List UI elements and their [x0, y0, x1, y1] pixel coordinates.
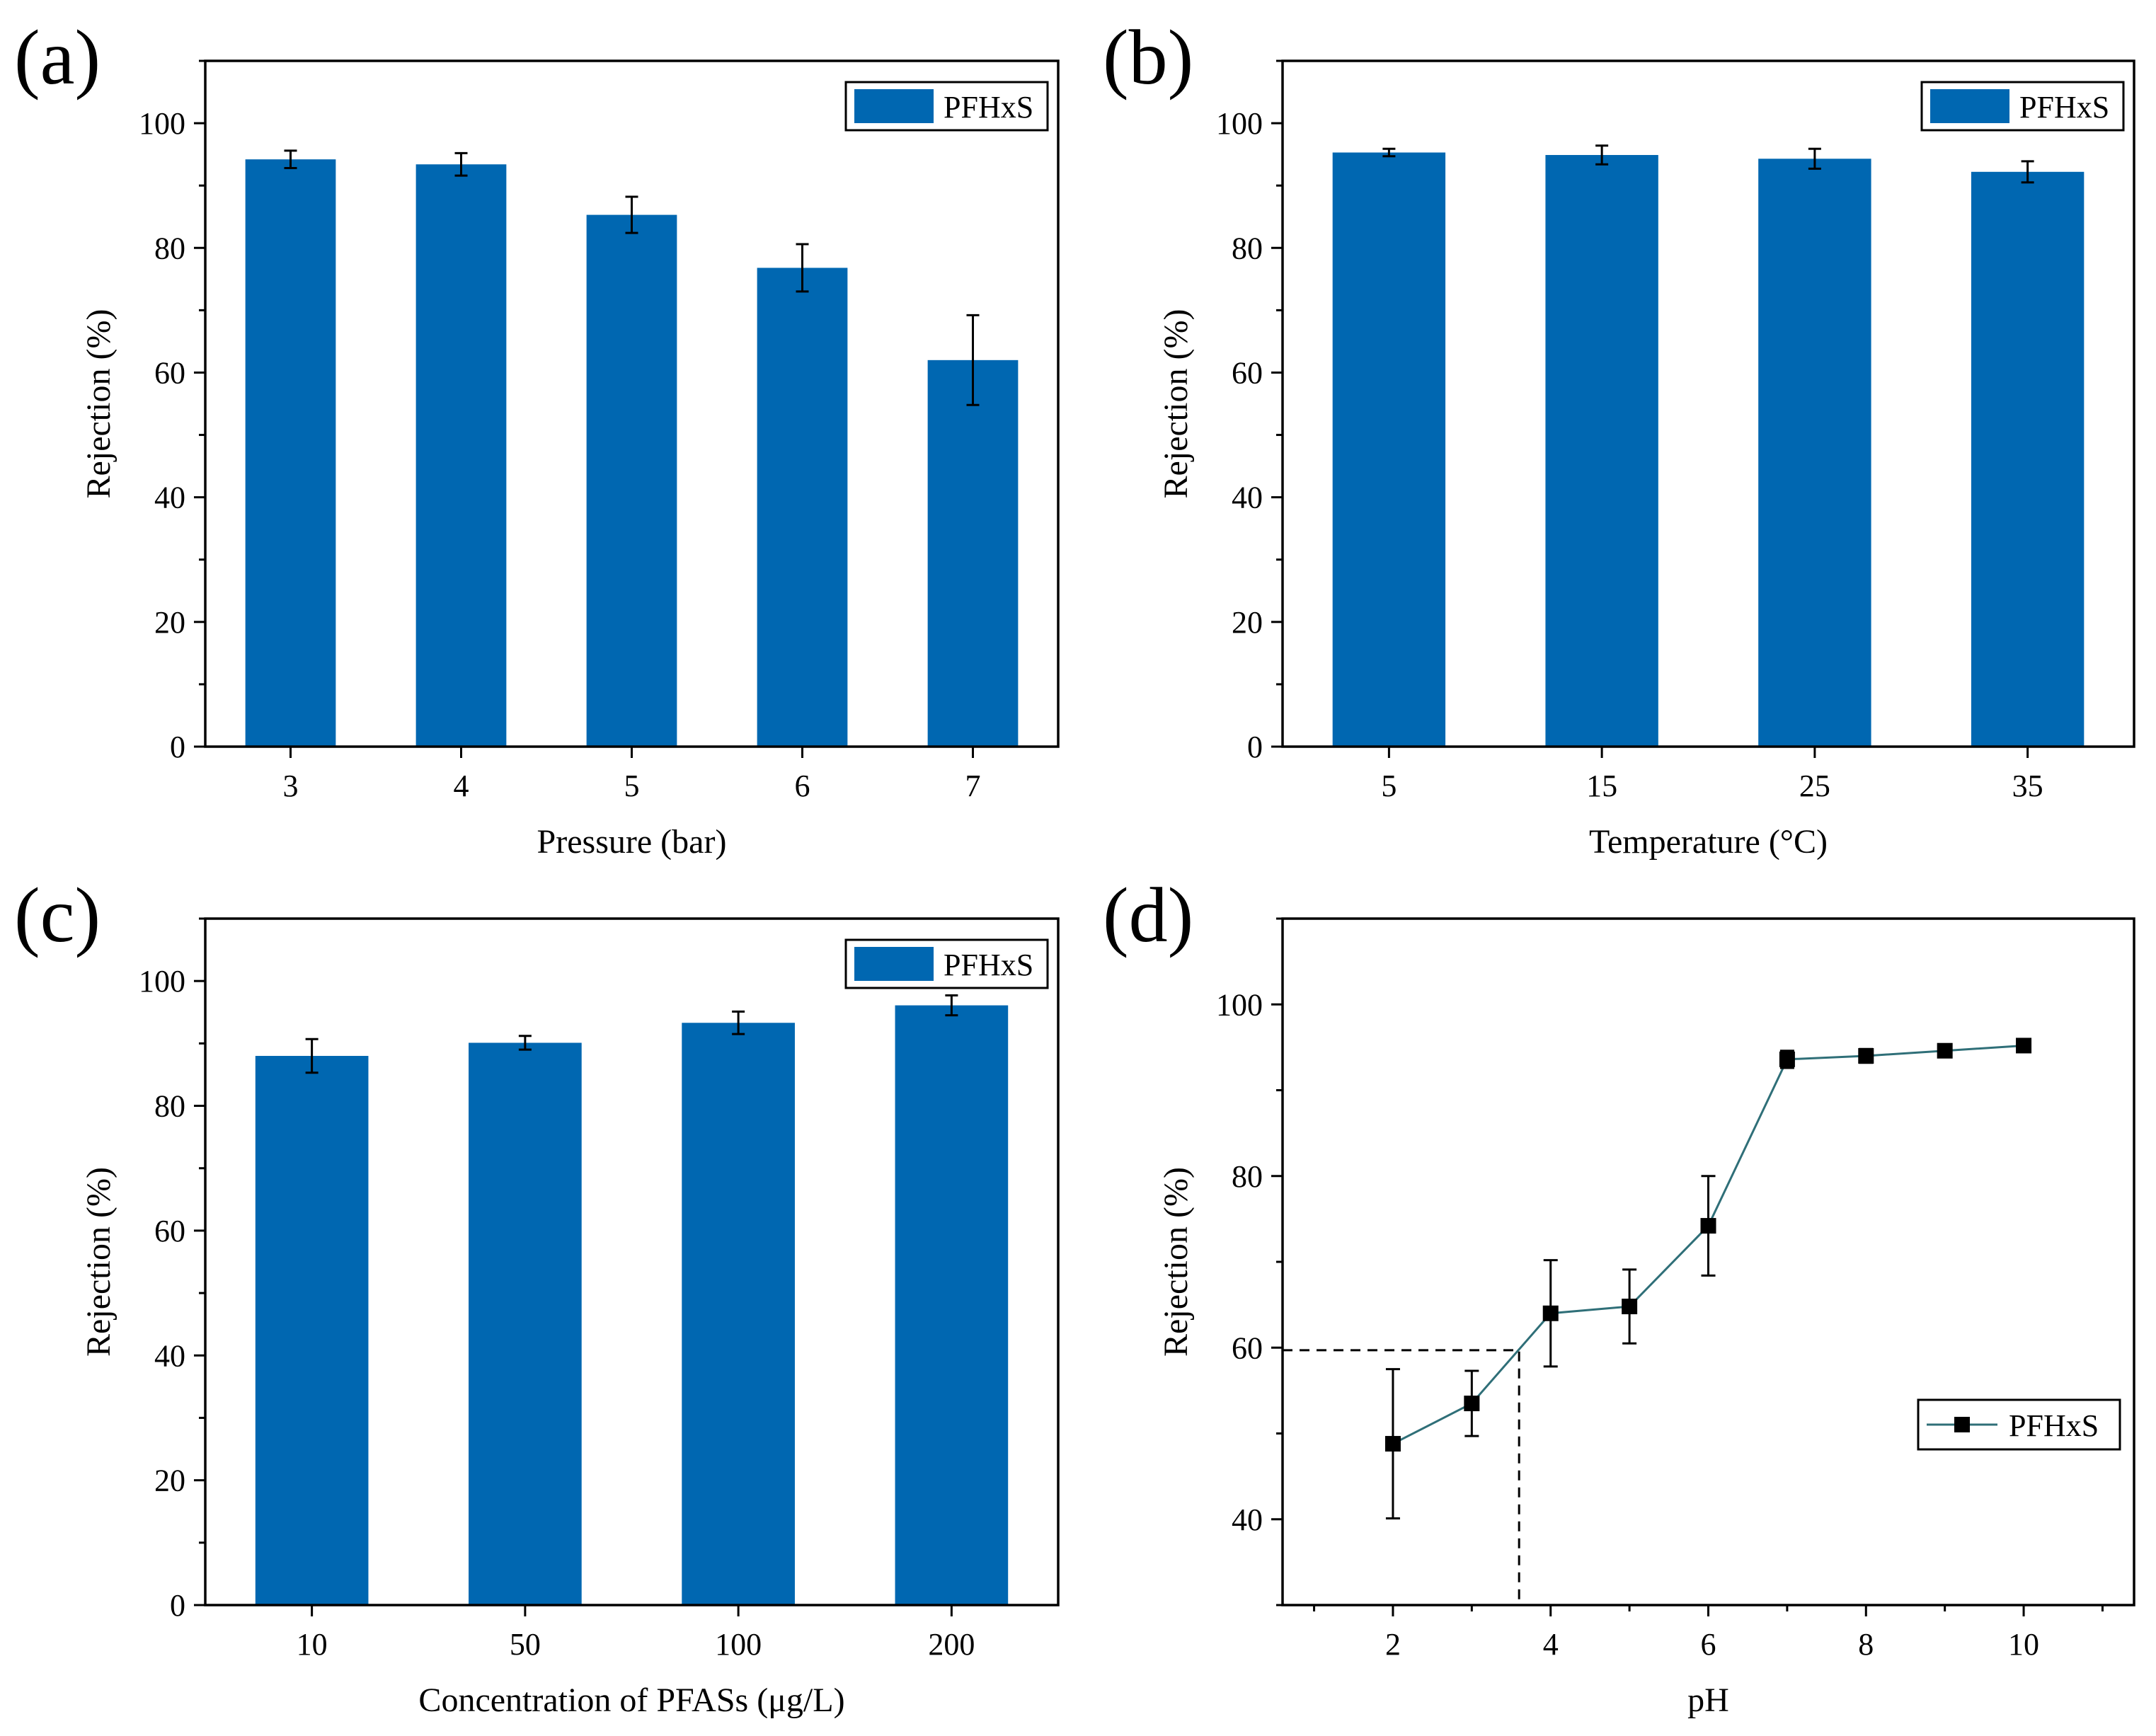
x-tick-label: 2	[1385, 1627, 1401, 1662]
y-tick-label: 60	[154, 1214, 185, 1248]
bar	[1545, 155, 1658, 747]
y-tick-label: 100	[1216, 987, 1263, 1022]
data-point	[1779, 1051, 1795, 1067]
y-tick-label: 80	[154, 231, 185, 265]
y-tick-label: 100	[1216, 106, 1263, 141]
y-axis-label: Rejection (%)	[1157, 309, 1195, 499]
x-tick-label: 200	[928, 1627, 975, 1662]
x-axis-label: pH	[1687, 1682, 1729, 1719]
y-tick-label: 40	[1232, 1502, 1263, 1537]
bar	[586, 214, 677, 747]
bar	[255, 1056, 369, 1605]
y-tick-label: 0	[170, 1588, 185, 1623]
bar	[1971, 171, 2085, 747]
legend: PFHxS	[844, 938, 1049, 989]
axes-frame	[1281, 917, 2135, 1606]
x-tick-label: 8	[1858, 1627, 1874, 1662]
bar	[1758, 159, 1871, 747]
y-tick-label: 60	[154, 355, 185, 390]
x-tick-label: 25	[1799, 769, 1830, 803]
data-point	[1622, 1299, 1638, 1315]
x-axis-label: Concentration of PFASs (μg/L)	[418, 1682, 844, 1719]
panel-label: (c)	[14, 872, 101, 958]
axes-frame	[1281, 59, 2135, 748]
bar	[245, 159, 336, 747]
x-tick-label: 6	[1701, 1627, 1716, 1662]
legend-swatch	[854, 947, 934, 981]
x-tick-label: 35	[2012, 769, 2043, 803]
x-axis-label: Pressure (bar)	[537, 823, 727, 861]
x-tick-label: 100	[715, 1627, 762, 1662]
panel-label: (a)	[14, 14, 101, 100]
legend-label: PFHxS	[2019, 90, 2109, 125]
y-axis-label: Rejection (%)	[80, 309, 117, 499]
y-tick-label: 0	[170, 730, 185, 764]
bar	[895, 1005, 1009, 1605]
panel-label: (b)	[1103, 14, 1193, 100]
bar	[469, 1042, 582, 1605]
legend-label: PFHxS	[944, 948, 1033, 982]
x-tick-label: 3	[283, 769, 299, 803]
chart-panel-a: (a) 0 20 40 60 80 100 Rejection (%) Pressure (ba…	[14, 14, 1060, 861]
legend-swatch	[1930, 89, 2009, 123]
x-tick-label: 7	[965, 769, 981, 803]
x-tick-label: 5	[1381, 769, 1397, 803]
y-tick-label: 20	[154, 605, 185, 640]
data-point	[2016, 1037, 2032, 1054]
x-tick-label: 15	[1586, 769, 1617, 803]
y-tick-label: 40	[1232, 481, 1263, 515]
y-tick-label: 20	[1232, 605, 1263, 640]
data-point	[1542, 1305, 1559, 1321]
y-tick-label: 60	[1232, 1330, 1263, 1365]
data-point	[1700, 1218, 1716, 1234]
y-tick-label: 20	[154, 1464, 185, 1498]
x-axis-label: Temperature (°C)	[1589, 823, 1828, 861]
y-tick-label: 0	[1247, 730, 1263, 764]
chart-panel-d: (d) 40 60 80 100 Rejection (%) pH 2 4 6 8 10 PFHxS	[1103, 872, 2135, 1719]
y-tick-label: 80	[1232, 1159, 1263, 1194]
bar	[1332, 152, 1446, 747]
data-point	[1858, 1048, 1874, 1064]
y-axis-label: Rejection (%)	[80, 1167, 117, 1357]
legend-marker	[1954, 1417, 1970, 1432]
chart-panel-c: (c) 0 20 40 60 80 100 Rejection (%) Concentratio…	[14, 872, 1060, 1719]
y-tick-label: 40	[154, 481, 185, 515]
bar	[927, 360, 1019, 747]
legend-label: PFHxS	[2009, 1408, 2099, 1443]
axes-frame	[204, 917, 1060, 1606]
y-tick-label: 100	[139, 106, 185, 141]
axes-frame	[204, 59, 1060, 748]
x-tick-label: 10	[297, 1627, 328, 1662]
x-tick-label: 5	[624, 769, 640, 803]
y-axis-label: Rejection (%)	[1157, 1167, 1195, 1357]
data-point	[1464, 1396, 1480, 1412]
legend-label: PFHxS	[944, 90, 1033, 125]
data-point	[1384, 1436, 1401, 1452]
y-tick-label: 60	[1232, 355, 1263, 390]
bar	[682, 1023, 795, 1605]
legend: PFHxS	[1920, 81, 2125, 132]
legend: PFHxS	[844, 81, 1049, 132]
x-tick-label: 4	[454, 769, 469, 803]
data-point	[1937, 1042, 1953, 1059]
x-tick-label: 6	[795, 769, 810, 803]
legend-swatch	[854, 89, 934, 123]
bar	[757, 268, 848, 747]
y-tick-label: 100	[139, 964, 185, 999]
y-tick-label: 80	[154, 1089, 185, 1124]
bar	[415, 164, 507, 747]
legend: PFHxS	[1917, 1398, 2121, 1451]
y-tick-label: 40	[154, 1338, 185, 1373]
y-tick-label: 80	[1232, 231, 1263, 265]
chart-panel-b: (b) 0 20 40 60 80 100 Rejection (%) Temperature …	[1103, 14, 2135, 861]
panel-label: (d)	[1103, 872, 1193, 958]
x-tick-label: 4	[1543, 1627, 1559, 1662]
x-tick-label: 10	[2008, 1627, 2039, 1662]
x-tick-label: 50	[510, 1627, 541, 1662]
